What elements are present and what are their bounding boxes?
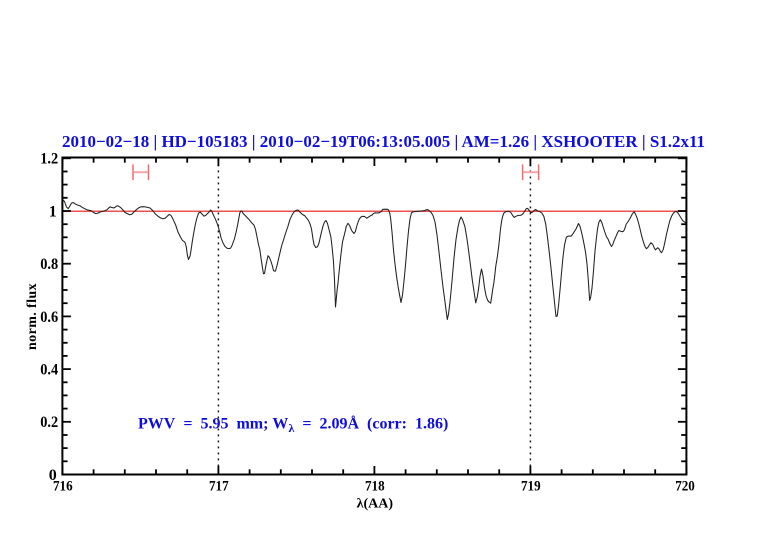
- svg-text:717: 717: [209, 479, 229, 495]
- svg-text:2010−02−18 | HD−105183 | 2010−: 2010−02−18 | HD−105183 | 2010−02−19T06:1…: [62, 132, 705, 151]
- svg-text:718: 718: [365, 479, 385, 495]
- svg-text:λ(AA): λ(AA): [357, 497, 394, 512]
- svg-text:0.2: 0.2: [40, 414, 58, 431]
- svg-text:PWV = 5.95 mm; Wλ = 2.09Å: PWV = 5.95 mm; Wλ = 2.09Å (corr: 1.86): [138, 415, 448, 436]
- svg-text:719: 719: [521, 479, 541, 495]
- svg-text:1: 1: [49, 203, 57, 220]
- svg-text:720: 720: [675, 479, 695, 495]
- svg-text:716: 716: [53, 479, 73, 495]
- svg-text:0: 0: [49, 467, 57, 484]
- svg-text:1.2: 1.2: [40, 151, 58, 168]
- svg-text:norm. flux: norm. flux: [25, 283, 40, 350]
- svg-text:0.8: 0.8: [40, 256, 58, 273]
- svg-text:0.6: 0.6: [40, 309, 58, 326]
- svg-text:0.4: 0.4: [40, 362, 58, 379]
